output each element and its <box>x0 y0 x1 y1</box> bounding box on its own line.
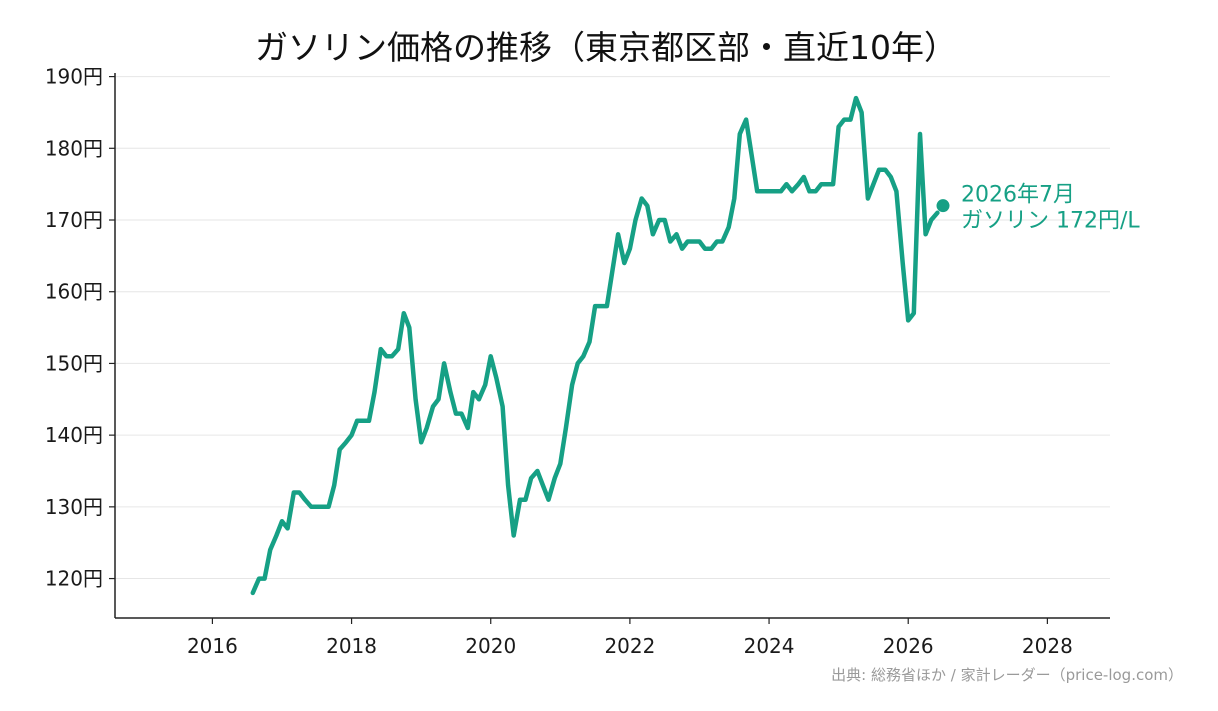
x-tick-label: 2024 <box>744 634 795 658</box>
source-note: 出典: 総務省ほか / 家計レーダー（price-log.com） <box>831 666 1183 684</box>
x-tick-label: 2016 <box>187 634 238 658</box>
x-tick-label: 2018 <box>326 634 377 658</box>
y-tick-label: 180円 <box>45 136 103 160</box>
y-tick-label: 190円 <box>45 65 103 89</box>
y-tick-label: 170円 <box>45 208 103 232</box>
y-tick-label: 160円 <box>45 280 103 304</box>
x-tick-label: 2028 <box>1022 634 1073 658</box>
x-tick-label: 2026 <box>883 634 934 658</box>
chart-title: ガソリン価格の推移（東京都区部・直近10年） <box>255 28 957 67</box>
series-group <box>250 95 940 596</box>
y-axis-ticks: 120円 130円 140円 150円 160円 170円 180円 190円 <box>45 65 115 591</box>
annotation-value: ガソリン 172円/L <box>961 209 1140 234</box>
x-tick-label: 2022 <box>604 634 655 658</box>
grid-lines <box>115 76 1110 580</box>
series-line <box>250 95 940 596</box>
y-tick-label: 120円 <box>45 567 103 591</box>
y-tick-label: 150円 <box>45 351 103 375</box>
x-axis-ticks: 2016 2018 2020 2022 2024 2026 2028 <box>187 618 1073 658</box>
y-tick-label: 140円 <box>45 423 103 447</box>
latest-point-marker <box>936 199 950 213</box>
y-tick-label: 130円 <box>45 495 103 519</box>
x-tick-label: 2020 <box>465 634 516 658</box>
annotation-date: 2026年7月 <box>961 183 1075 208</box>
